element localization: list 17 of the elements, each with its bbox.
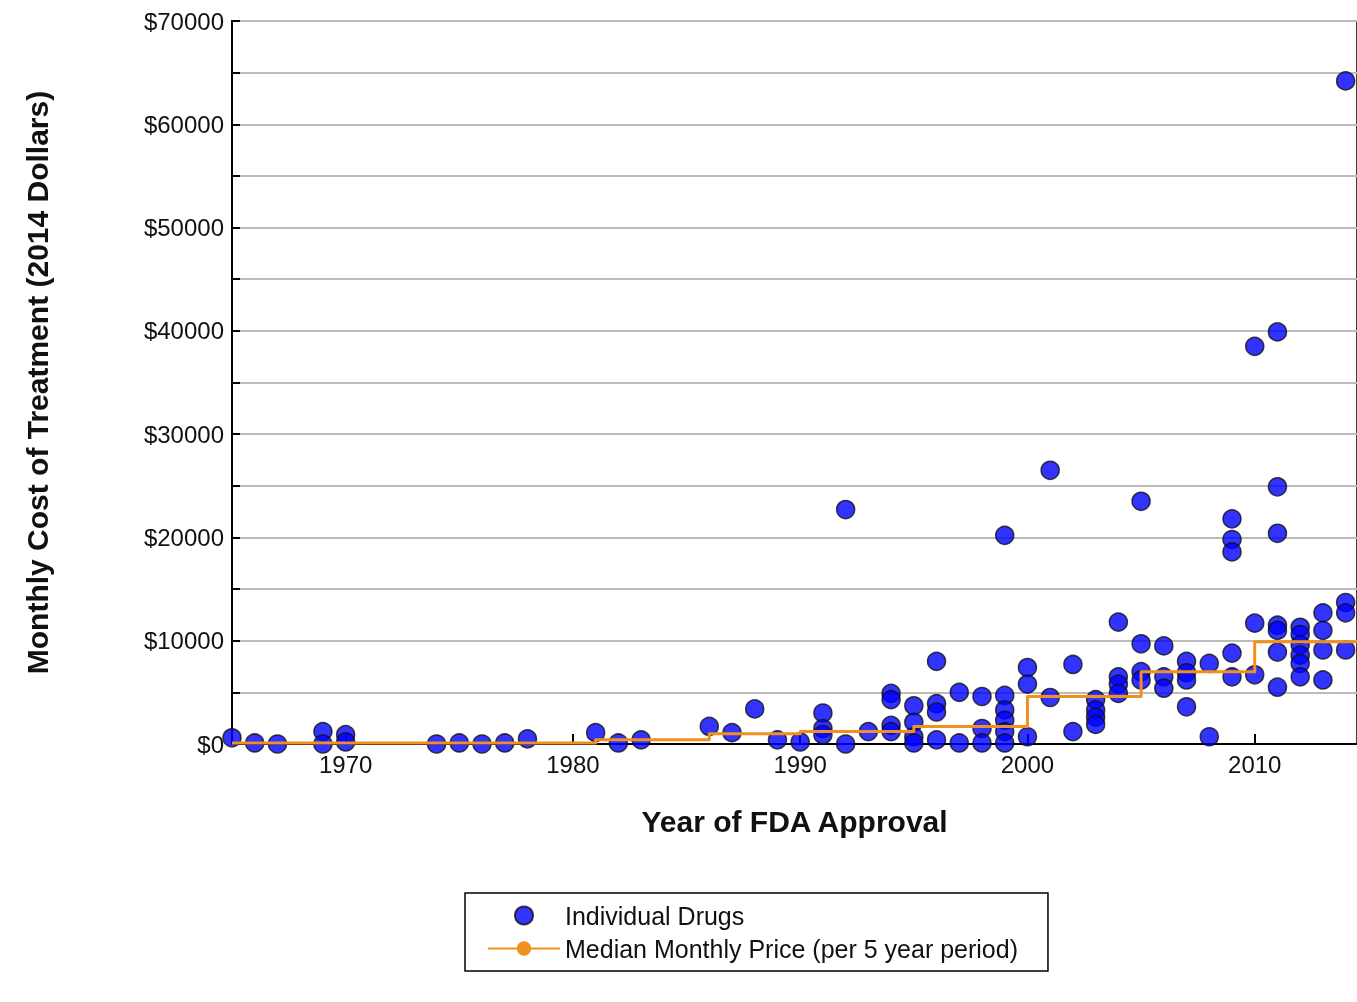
y-tick-label: $60000 bbox=[143, 110, 224, 138]
y-tick-label: $20000 bbox=[143, 523, 224, 551]
x-axis-title: Year of FDA Approval bbox=[641, 804, 948, 838]
y-tick-label: $10000 bbox=[143, 627, 224, 655]
x-tick-label: 1970 bbox=[318, 750, 373, 778]
y-tick-label: $0 bbox=[197, 730, 224, 758]
legend-label: Individual Drugs bbox=[565, 901, 745, 930]
legend-label: Median Monthly Price (per 5 year period) bbox=[565, 934, 1018, 963]
y-tick-label: $40000 bbox=[143, 317, 224, 345]
y-tick-label: $70000 bbox=[143, 7, 224, 35]
x-tick-label: 1980 bbox=[546, 750, 600, 778]
x-tick-label: 2000 bbox=[1000, 750, 1055, 778]
x-tick-label: 1990 bbox=[773, 750, 827, 778]
x-tick-label: 2010 bbox=[1228, 750, 1282, 778]
y-tick-label: $30000 bbox=[143, 420, 224, 448]
y-tick-label: $50000 bbox=[143, 214, 224, 242]
y-axis-title: Monthly Cost of Treatment (2014 Dollars) bbox=[20, 90, 54, 675]
